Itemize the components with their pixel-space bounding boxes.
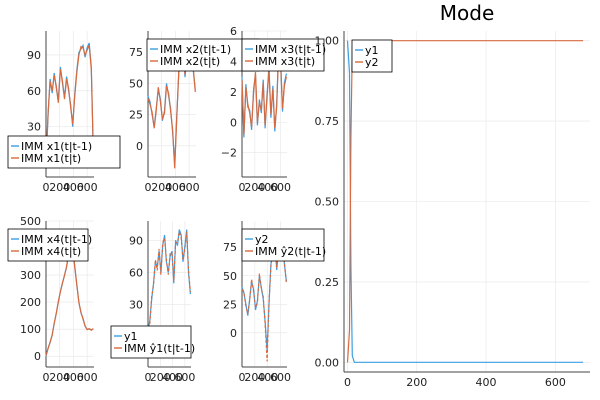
y-tick-label: 0.50: [315, 196, 340, 209]
legend-label: y1: [365, 44, 379, 57]
legend-box: [241, 38, 325, 72]
x-tick-label: 0: [344, 376, 351, 389]
legend: IMM x4(t|t-1)IMM x4(t|t): [7, 228, 92, 262]
subplot-x1: 02004006000306090IMM x1(t|t-1)IMM x1(t|t…: [7, 31, 121, 194]
legend-label: IMM x1(t|t): [21, 152, 81, 165]
y-tick-label: −2: [221, 147, 237, 160]
x-tick-label: 200: [244, 371, 265, 384]
y-tick-label: 0: [230, 116, 237, 129]
y-tick-label: 500: [20, 215, 41, 228]
x-tick-label: 200: [244, 181, 265, 194]
x-tick-label: 400: [162, 371, 183, 384]
legend: IMM x1(t|t-1)IMM x1(t|t): [7, 135, 121, 169]
y-tick-label: 30: [27, 121, 41, 134]
x-tick-label: 200: [49, 181, 70, 194]
legend-label: IMM x4(t|t-1): [21, 233, 92, 246]
y-tick-label: 2: [230, 86, 237, 99]
series-line-2: [147, 231, 191, 329]
y-tick-label: 0.25: [315, 276, 340, 289]
x-tick-label: 0: [43, 371, 50, 384]
y-tick-label: 0: [34, 350, 41, 363]
y-tick-label: 75: [129, 46, 143, 59]
subplot-x4: 02004006000100200300400500IMM x4(t|t-1)I…: [7, 215, 98, 384]
x-tick-label: 400: [257, 181, 278, 194]
x-tick-label: 600: [270, 371, 291, 384]
x-tick-label: 200: [49, 371, 70, 384]
y-tick-label: 0.75: [315, 115, 340, 128]
legend-label: IMM x1(t|t-1): [21, 140, 92, 153]
y-tick-label: 75: [223, 241, 237, 254]
series-line-2: [45, 43, 94, 163]
legend-label: IMM x2(t|t-1): [160, 43, 231, 56]
y-tick-label: 0: [136, 140, 143, 153]
x-tick-label: 600: [77, 181, 98, 194]
legend-box: [351, 39, 393, 73]
y-tick-label: 0: [230, 327, 237, 340]
x-tick-label: 600: [174, 371, 195, 384]
legend: IMM x3(t|t-1)IMM x3(t|t): [241, 38, 326, 72]
y-tick-label: 200: [20, 296, 41, 309]
y-tick-label: 50: [129, 77, 143, 90]
y-tick-label: 30: [129, 299, 143, 312]
x-tick-label: 200: [406, 376, 427, 389]
x-tick-label: 200: [151, 181, 172, 194]
x-tick-label: 400: [476, 376, 497, 389]
legend-box: [7, 135, 121, 169]
y-tick-label: 90: [129, 234, 143, 247]
series-line-1: [346, 40, 584, 363]
x-tick-label: 600: [270, 181, 291, 194]
y-tick-label: 90: [27, 49, 41, 62]
legend-label: y1: [124, 330, 138, 343]
legend-label: y2: [365, 56, 379, 69]
x-tick-label: 600: [77, 371, 98, 384]
legend-label: IMM x3(t|t-1): [255, 43, 326, 56]
legend-box: [110, 325, 192, 359]
legend-label: IMM ŷ1(t|t-1): [124, 342, 195, 355]
legend-box: [7, 228, 89, 262]
x-tick-label: 400: [165, 181, 186, 194]
y-tick-label: 100: [20, 323, 41, 336]
x-tick-label: 0: [239, 371, 246, 384]
y-tick-label: 1.00: [315, 35, 340, 48]
x-tick-label: 0: [145, 371, 152, 384]
legend-label: IMM ŷ2(t|t-1): [255, 245, 326, 258]
y-tick-label: 6: [230, 25, 237, 38]
y-tick-label: 25: [223, 298, 237, 311]
x-tick-label: 0: [239, 181, 246, 194]
legend-label: IMM x4(t|t): [21, 245, 81, 258]
x-tick-label: 200: [150, 371, 171, 384]
legend-label: IMM x2(t|t): [160, 55, 220, 68]
chart-title: Mode: [440, 1, 495, 25]
x-tick-label: 600: [179, 181, 200, 194]
y-tick-label: 60: [27, 85, 41, 98]
y-tick-label: 60: [129, 267, 143, 280]
x-tick-label: 400: [257, 371, 278, 384]
series-line-2: [346, 40, 584, 363]
x-tick-label: 600: [545, 376, 566, 389]
y-tick-label: 4: [230, 55, 237, 68]
y-tick-label: 300: [20, 269, 41, 282]
y-tick-label: 25: [129, 109, 143, 122]
legend-label: y2: [255, 233, 269, 246]
x-tick-label: 0: [43, 181, 50, 194]
x-tick-label: 400: [63, 371, 84, 384]
x-tick-label: 400: [63, 181, 84, 194]
legend: IMM x2(t|t-1)IMM x2(t|t): [146, 38, 260, 72]
y-tick-label: 50: [223, 270, 237, 283]
subplot-y1: 02004006000306090y1IMM ŷ1(t|t-1): [110, 221, 195, 384]
legend-box: [146, 38, 260, 72]
x-tick-label: 0: [145, 181, 152, 194]
legend-box: [241, 228, 325, 262]
y-tick-label: 0.00: [315, 356, 340, 369]
legend-label: IMM x3(t|t): [255, 55, 315, 68]
